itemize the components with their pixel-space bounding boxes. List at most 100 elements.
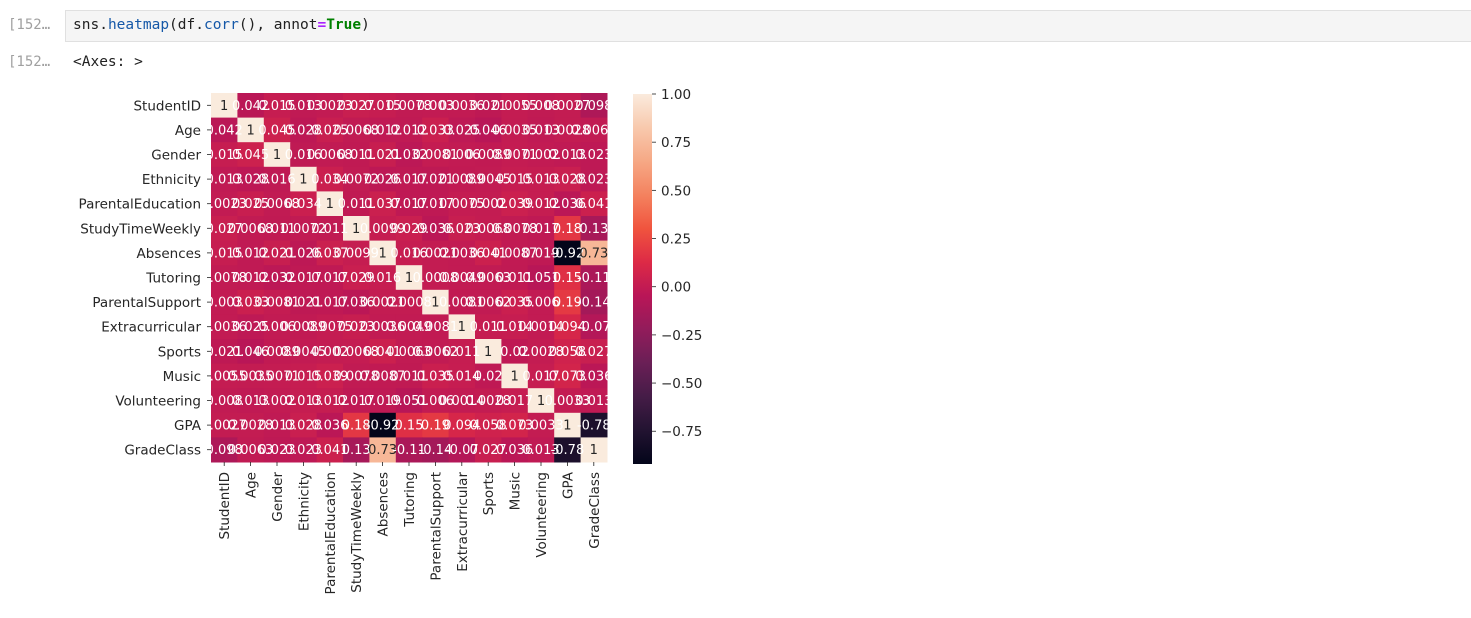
cell-annotation: 0.025 bbox=[311, 123, 348, 138]
heatmap-cell bbox=[343, 191, 370, 217]
heatmap-cell bbox=[316, 437, 344, 463]
cell-annotation: 1 bbox=[220, 99, 228, 114]
cell-annotation: 0.021 bbox=[417, 173, 454, 188]
cell-annotation: 0.035 bbox=[496, 296, 533, 311]
cell-annotation: 0.73 bbox=[368, 443, 397, 458]
cell-annotation: 1 bbox=[484, 345, 492, 360]
cell-annotation: 0.013 bbox=[258, 419, 295, 434]
cell-annotation: 0.036 bbox=[311, 419, 348, 434]
cell-annotation: 0.025 bbox=[443, 123, 480, 138]
cell-annotation: 0.094 bbox=[443, 419, 480, 434]
heatmap-cell bbox=[316, 388, 344, 414]
heatmap-cell bbox=[369, 314, 397, 340]
cell-annotation: 0.028 bbox=[285, 419, 322, 434]
input-cell[interactable]: [152… sns.heatmap(df.corr(), annot=True) bbox=[0, 10, 1471, 42]
heatmap-cell bbox=[554, 437, 582, 463]
cell-annotation: 0.042 bbox=[206, 123, 243, 138]
heatmap-cell bbox=[422, 437, 450, 463]
y-tick-label: Volunteering bbox=[115, 394, 201, 410]
heatmap-cell bbox=[580, 388, 608, 414]
cell-annotation: 0.017 bbox=[311, 296, 348, 311]
x-tick-label: StudyTimeWeekly bbox=[349, 472, 365, 593]
input-prompt: [152… bbox=[8, 17, 51, 33]
heatmap-cell bbox=[369, 191, 397, 217]
code-line[interactable]: sns.heatmap(df.corr(), annot=True) bbox=[73, 17, 370, 33]
heatmap-cell bbox=[422, 93, 450, 119]
heatmap-cell bbox=[580, 339, 608, 365]
cell-annotation: -0.78 bbox=[577, 419, 611, 434]
heatmap-cell bbox=[475, 117, 502, 143]
heatmap-cell bbox=[554, 166, 582, 192]
y-tick-label: Ethnicity bbox=[142, 172, 201, 188]
heatmap-cell bbox=[316, 265, 344, 291]
heatmap-cell bbox=[580, 191, 608, 217]
heatmap-cell bbox=[554, 240, 582, 266]
heatmap-cell bbox=[422, 265, 450, 291]
heatmap-cell bbox=[369, 388, 397, 414]
cell-annotation: 1 bbox=[246, 123, 254, 138]
cell-annotation: 0.039 bbox=[496, 197, 533, 212]
heatmap-cell bbox=[580, 240, 608, 266]
cell-annotation: 0.18 bbox=[342, 419, 371, 434]
heatmap-cell bbox=[527, 363, 555, 389]
heatmap-cell bbox=[211, 339, 238, 365]
cell-annotation: 0.003 bbox=[206, 296, 243, 311]
heatmap-cell bbox=[501, 388, 529, 414]
colorbar-tick-label: −0.25 bbox=[661, 328, 702, 344]
cell-annotation: 0.012 bbox=[311, 394, 348, 409]
cell-annotation: 0.013 bbox=[522, 123, 559, 138]
heatmap-cell bbox=[290, 388, 318, 414]
cell-annotation: 0.026 bbox=[364, 173, 401, 188]
x-tick-label: Sports bbox=[481, 472, 497, 515]
heatmap-cell bbox=[448, 265, 476, 291]
heatmap-cell bbox=[343, 265, 370, 291]
heatmap-cell bbox=[527, 265, 555, 291]
cell-annotation: 0.0049 bbox=[439, 271, 485, 286]
heatmap-cell bbox=[290, 265, 318, 291]
cell-annotation: 0.098 bbox=[206, 443, 243, 458]
cell-annotation: 0.023 bbox=[443, 222, 480, 237]
heatmap-cell bbox=[527, 339, 555, 365]
cell-annotation: 0.029 bbox=[390, 222, 427, 237]
heatmap-cell bbox=[527, 437, 555, 463]
cell-annotation: 1 bbox=[431, 296, 439, 311]
code-editor[interactable]: sns.heatmap(df.corr(), annot=True) bbox=[65, 10, 1471, 42]
heatmap-cell bbox=[211, 240, 238, 266]
heatmap-cell bbox=[237, 412, 265, 438]
cell-annotation: 0.016 bbox=[258, 173, 295, 188]
code-token-function: heatmap bbox=[107, 17, 170, 33]
heatmap-cell bbox=[475, 339, 502, 365]
heatmap-cells bbox=[211, 93, 608, 463]
colorbar-tick-label: 0.00 bbox=[661, 280, 691, 296]
cell-annotation: 0.0068 bbox=[307, 148, 353, 163]
cell-annotation: 0.036 bbox=[417, 222, 454, 237]
heatmap-cell bbox=[369, 142, 397, 168]
cell-annotation: 0.0023 bbox=[307, 99, 353, 114]
cell-annotation: 0.046 bbox=[470, 123, 507, 138]
heatmap-cell bbox=[237, 339, 265, 365]
heatmap-cell bbox=[422, 412, 450, 438]
heatmap-cell bbox=[448, 240, 476, 266]
heatmap-cell bbox=[211, 289, 238, 315]
heatmap-cell bbox=[527, 412, 555, 438]
cell-annotation: 0.015 bbox=[496, 173, 533, 188]
heatmap-cell bbox=[395, 240, 423, 266]
heatmap-cell bbox=[448, 93, 476, 119]
heatmap-cell bbox=[237, 93, 265, 119]
cell-annotation: 0.041 bbox=[364, 345, 401, 360]
cell-annotation: 0.032 bbox=[258, 271, 295, 286]
code-token-equals: = bbox=[317, 17, 327, 33]
heatmap-cell bbox=[475, 93, 502, 119]
cell-annotation: 0.0081 bbox=[439, 296, 485, 311]
cell-annotation: 0.0072 bbox=[333, 173, 379, 188]
cell-annotation: 0.012 bbox=[390, 123, 427, 138]
y-tick-label: GradeClass bbox=[124, 443, 201, 459]
cell-annotation: 0.016 bbox=[390, 246, 427, 261]
cell-annotation: 0.02 bbox=[500, 345, 529, 360]
cell-annotation: 0.026 bbox=[285, 246, 322, 261]
heatmap-cell bbox=[263, 437, 291, 463]
x-tick-label: Tutoring bbox=[402, 472, 418, 528]
cell-annotation: 0.013 bbox=[522, 443, 559, 458]
heatmap-cell bbox=[316, 117, 344, 143]
cell-annotation: 0.033 bbox=[232, 296, 269, 311]
